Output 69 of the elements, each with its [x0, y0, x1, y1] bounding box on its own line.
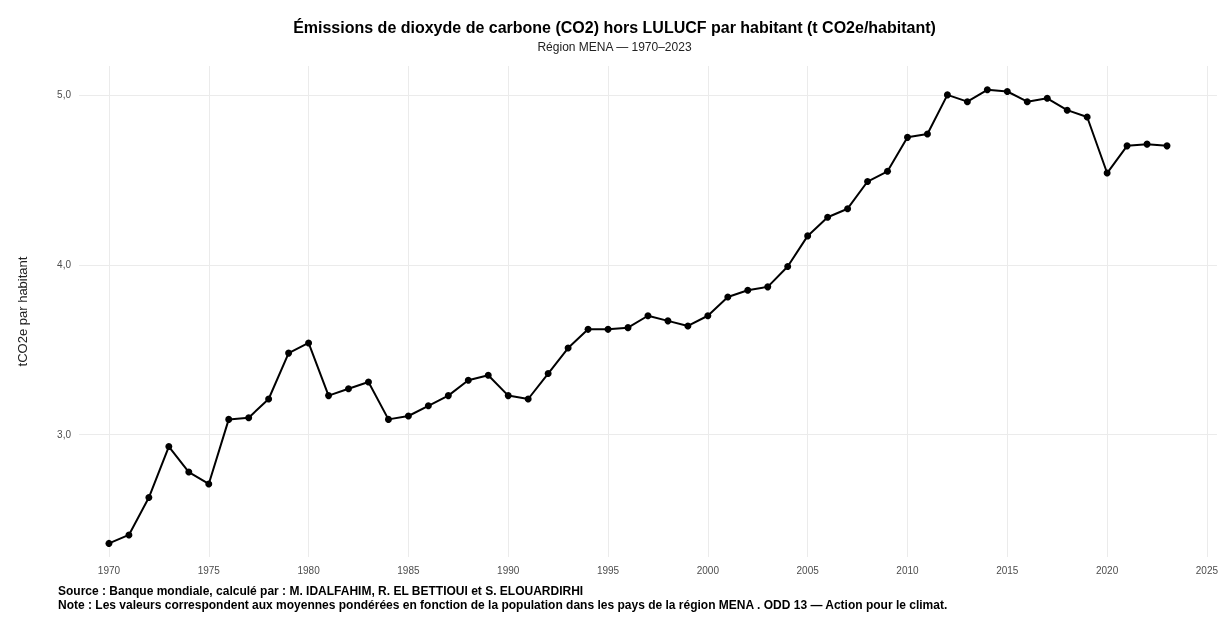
point	[285, 349, 293, 357]
x-tick-label: 2000	[696, 564, 720, 576]
point	[225, 415, 233, 423]
y-axis-title: tCO2e par habitant	[15, 256, 30, 367]
x-tick-label: 2020	[1096, 564, 1119, 576]
source-note: Source : Banque mondiale, calculé par : M. IDALFAHIM, R. EL BETTIOUI et S. ELOUARDIRHI	[58, 584, 584, 598]
y-tick-label: 4,0	[57, 259, 72, 271]
point	[544, 370, 552, 378]
point	[824, 213, 832, 221]
point	[404, 412, 412, 420]
x-tick-label: 2010	[896, 564, 920, 576]
point	[844, 205, 852, 213]
point	[245, 414, 253, 422]
point	[604, 325, 612, 333]
y-tick-label: 5,0	[57, 89, 72, 101]
point	[1123, 142, 1131, 150]
chart-title: Émissions de dioxyde de carbone (CO2) hors LULUCF par habitant (t CO2e/habitant)	[293, 17, 936, 36]
chart-subtitle: Région MENA — 1970–2023	[537, 40, 692, 54]
point	[983, 86, 991, 94]
point	[644, 312, 652, 320]
point	[105, 539, 113, 547]
point	[724, 293, 732, 301]
point	[784, 262, 792, 270]
point	[963, 98, 971, 106]
point	[345, 385, 353, 393]
point	[884, 167, 892, 175]
point	[205, 480, 213, 488]
point	[384, 415, 392, 423]
point	[1043, 94, 1051, 102]
point	[504, 392, 512, 400]
point	[364, 378, 372, 386]
point	[305, 339, 313, 347]
x-tick-label: 1990	[497, 564, 520, 576]
point	[1003, 87, 1011, 95]
point	[1023, 98, 1031, 106]
point	[664, 317, 672, 325]
x-tick-label: 2025	[1195, 564, 1219, 576]
point	[864, 178, 872, 186]
point	[903, 133, 911, 141]
point	[584, 325, 592, 333]
point	[684, 322, 692, 330]
x-tick-label: 1995	[596, 564, 620, 576]
point	[464, 376, 472, 384]
point	[524, 395, 532, 403]
point	[265, 395, 273, 403]
x-tick-label: 1985	[397, 564, 420, 576]
point	[943, 91, 951, 99]
x-tick-label: 1970	[97, 564, 121, 576]
point	[185, 468, 193, 476]
point	[165, 443, 173, 451]
point	[704, 312, 712, 320]
point	[804, 232, 812, 240]
point	[1083, 113, 1091, 121]
text: Note : Les valeurs correspondent aux moyennes pondérées en fonction de la population dans les pays de la région MENA . ODD 13 — Action pour le climat.	[58, 598, 948, 612]
x-tick-label: 1975	[197, 564, 221, 576]
point	[1063, 106, 1071, 114]
point	[923, 130, 931, 138]
point	[145, 494, 153, 502]
point	[424, 402, 432, 410]
x-tick-label: 2015	[996, 564, 1019, 576]
x-tick-label: 1980	[297, 564, 321, 576]
y-tick-label: 3,0	[57, 429, 72, 441]
point	[764, 283, 772, 291]
x-tick-label: 2005	[796, 564, 820, 576]
point	[444, 392, 452, 400]
point	[325, 392, 333, 400]
point	[484, 371, 492, 379]
point	[624, 324, 632, 332]
point	[744, 286, 752, 294]
